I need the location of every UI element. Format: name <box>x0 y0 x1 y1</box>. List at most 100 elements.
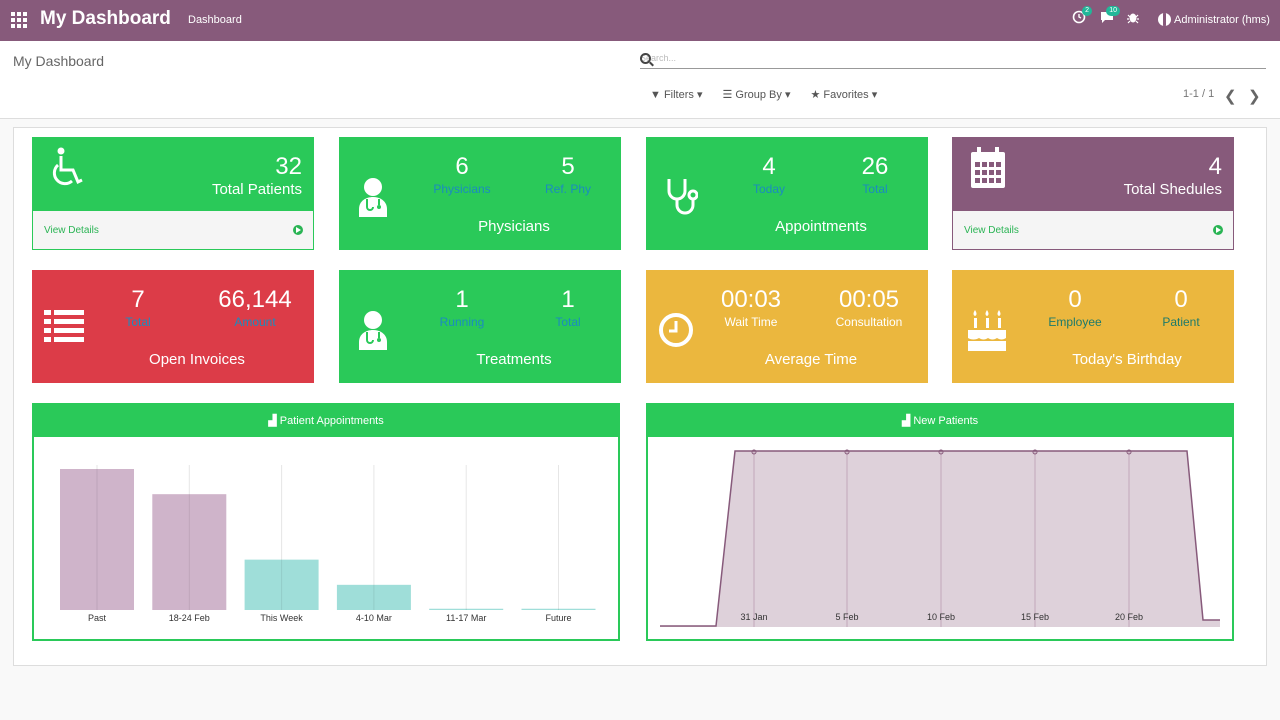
top-navbar: My Dashboard Dashboard 2 10 Administrato… <box>0 0 1280 41</box>
todays-birthday-caption: Today's Birthday <box>1072 351 1182 368</box>
calendar-icon <box>970 147 1006 194</box>
patient-appointments-title: Patient Appointments <box>279 415 384 427</box>
x-tick-label: 20 Feb <box>1115 612 1143 622</box>
treatments-card: 1 Running 1 Total Treatments <box>339 270 621 383</box>
treatments-total-count: 1 <box>561 286 575 313</box>
wait-time-value: 00:03 <box>720 286 782 313</box>
open-invoices-caption: Open Invoices <box>149 351 245 368</box>
user-menu[interactable]: Administrator (hms) <box>1158 13 1270 26</box>
filter-icon: ▼ <box>650 89 661 101</box>
x-tick-label: Future <box>545 613 571 623</box>
messages-icon[interactable]: 10 <box>1100 6 1120 27</box>
x-tick-label: 10 Feb <box>927 612 955 622</box>
pager-previous-icon[interactable]: ❮ <box>1224 88 1237 105</box>
consultation-time-value: 00:05 <box>838 286 900 313</box>
debug-bug-icon[interactable] <box>1127 10 1139 27</box>
arrow-circle-icon[interactable] <box>293 225 303 235</box>
x-tick-label: 5 Feb <box>835 612 858 622</box>
invoices-total-count: 7 <box>131 286 145 313</box>
pager-next-icon[interactable]: ❯ <box>1248 88 1261 105</box>
view-details-link[interactable]: View Details <box>44 225 99 236</box>
average-time-card: 00:03 Wait Time 00:05 Consultation Avera… <box>646 270 928 383</box>
physicians-sub-label: Physicians <box>433 182 491 196</box>
filters-button[interactable]: ▼ Filters ▾ <box>650 89 703 101</box>
total-patients-label: Total Patients <box>211 181 302 198</box>
menu-dashboard[interactable]: Dashboard <box>188 14 242 26</box>
data-point[interactable] <box>1032 449 1038 455</box>
filter-bar: ▼ Filters ▾ ☰ Group By ▾ ★ Favorites ▾ <box>650 88 877 101</box>
wheelchair-icon <box>50 147 86 196</box>
activity-icon[interactable]: 2 <box>1072 6 1092 27</box>
patient-appointments-panel: ▟ Patient Appointments Past 18-24 Feb This… <box>32 403 620 641</box>
area-chart-icon: ▟ <box>268 415 277 427</box>
appointments-today-count: 4 <box>762 153 776 180</box>
search-placeholder: Search... <box>640 53 677 63</box>
x-tick-label: 31 Jan <box>740 612 767 622</box>
treatments-caption: Treatments <box>476 351 552 368</box>
bar-0[interactable] <box>60 469 134 610</box>
apps-menu-icon[interactable] <box>11 12 27 28</box>
appointments-today-label: Today <box>752 182 786 196</box>
group-by-button[interactable]: ☰ Group By ▾ <box>722 89 791 101</box>
consultation-time-label: Consultation <box>835 315 903 329</box>
bar-4[interactable] <box>429 608 504 610</box>
app-brand[interactable]: My Dashboard <box>40 8 171 29</box>
data-point[interactable] <box>844 449 850 455</box>
total-patients-footer[interactable]: View Details <box>33 211 313 249</box>
new-patients-title: New Patients <box>913 415 979 427</box>
treatments-total-label: Total <box>555 315 581 329</box>
total-schedules-label: Total Shedules <box>1123 181 1222 198</box>
search-input[interactable]: Search... <box>640 53 1266 69</box>
view-details-link[interactable]: View Details <box>964 225 1019 236</box>
doctor-icon <box>357 177 389 222</box>
patient-appointments-chart: Past 18-24 Feb This Week 4-10 Mar 11-17 Mar F… <box>60 465 596 623</box>
ref-physicians-label: Ref. Phy <box>544 182 592 196</box>
bar-5[interactable] <box>521 608 596 610</box>
arrow-circle-icon[interactable] <box>1213 225 1223 235</box>
total-patients-value: 32 <box>275 153 302 180</box>
total-schedules-value: 4 <box>1208 153 1222 180</box>
search-icon[interactable] <box>640 53 651 64</box>
x-tick-label: 4-10 Mar <box>356 613 392 623</box>
employee-birthday-label: Employee <box>1048 315 1102 329</box>
x-tick-label: This Week <box>260 613 303 623</box>
data-point[interactable] <box>1126 449 1132 455</box>
user-name: Administrator (hms) <box>1174 13 1270 26</box>
physicians-card: 6 Physicians 5 Ref. Phy Physicians <box>339 137 621 250</box>
data-point[interactable] <box>751 449 757 455</box>
control-panel: My Dashboard Search... ▼ Filters ▾ ☰ Gro… <box>0 41 1280 119</box>
series-line <box>660 450 1220 627</box>
pager-value[interactable]: 1-1 / 1 <box>1183 88 1215 100</box>
physicians-caption: Physicians <box>478 218 550 235</box>
wait-time-label: Wait Time <box>724 315 778 329</box>
patient-appointments-header: ▟ Patient Appointments <box>34 405 618 437</box>
avatar <box>1158 13 1171 26</box>
data-point[interactable] <box>938 449 944 455</box>
favorites-label: Favorites <box>823 89 869 101</box>
total-schedules-footer[interactable]: View Details <box>953 211 1233 249</box>
total-patients-card: 32 Total Patients View Details <box>32 137 314 250</box>
invoices-amount-value: 66,144 <box>218 286 292 313</box>
breadcrumb: My Dashboard <box>13 53 105 69</box>
x-tick-label: 15 Feb <box>1021 612 1049 622</box>
bar-2[interactable] <box>244 559 319 610</box>
doctor-icon <box>357 310 389 355</box>
employee-birthday-count: 0 <box>1068 286 1082 313</box>
stethoscope-icon <box>664 177 699 222</box>
treatments-running-label: Running <box>439 315 485 329</box>
new-patients-panel: ▟ New Patients 31 Jan 5 Feb 10 Feb 15 Feb 20… <box>646 403 1234 641</box>
appointments-total-label: Total <box>862 182 888 196</box>
patient-birthday-count: 0 <box>1174 286 1188 313</box>
ref-physicians-count: 5 <box>561 153 575 180</box>
average-time-caption: Average Time <box>764 351 858 368</box>
appointments-card: 4 Today 26 Total Appointments <box>646 137 928 250</box>
area-chart-icon: ▟ <box>901 415 911 427</box>
bar-1[interactable] <box>152 494 227 610</box>
x-tick-label: 18-24 Feb <box>169 613 210 623</box>
new-patients-header: ▟ New Patients <box>648 405 1232 437</box>
activity-count-badge: 2 <box>1082 6 1092 16</box>
bar-3[interactable] <box>336 584 411 610</box>
favorites-button[interactable]: ★ Favorites ▾ <box>810 89 878 101</box>
area-fill <box>660 451 1220 627</box>
invoices-total-label: Total <box>125 315 151 329</box>
